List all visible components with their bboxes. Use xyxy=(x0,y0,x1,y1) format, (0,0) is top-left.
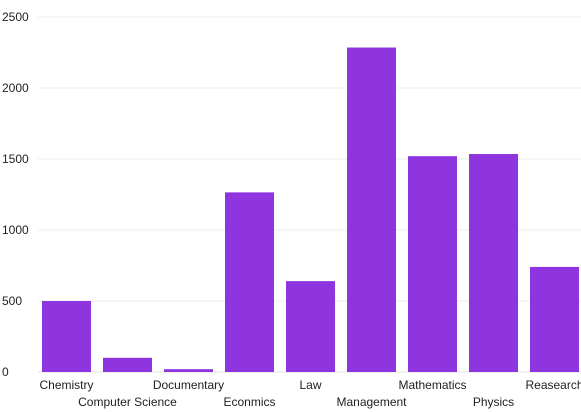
x-tick-label-econmics: Econmics xyxy=(223,395,275,409)
y-tick-label-500: 500 xyxy=(2,294,22,308)
bar-econmics xyxy=(225,192,274,372)
bar-documentary xyxy=(164,369,213,372)
bar-law xyxy=(286,281,335,372)
y-tick-label-2000: 2000 xyxy=(2,81,29,95)
y-tick-label-1000: 1000 xyxy=(2,223,29,237)
bar-physics xyxy=(469,154,518,372)
bars xyxy=(42,47,579,372)
x-tick-label-computer-science: Computer Science xyxy=(78,395,177,409)
bar-chemistry xyxy=(42,301,91,372)
bar-management xyxy=(347,47,396,372)
x-tick-label-mathematics: Mathematics xyxy=(398,378,466,392)
x-tick-label-chemistry: Chemistry xyxy=(39,378,93,392)
x-tick-label-management: Management xyxy=(336,395,407,409)
y-tick-label-2500: 2500 xyxy=(2,10,29,24)
bar-computer-science xyxy=(103,357,152,372)
x-tick-label-law: Law xyxy=(299,378,321,392)
bar-reasearch xyxy=(530,266,579,372)
x-tick-label-documentary: Documentary xyxy=(153,378,224,392)
bar-mathematics xyxy=(408,156,457,372)
y-axis-ticks: 0 500 1000 1500 2000 2500 xyxy=(2,10,29,379)
x-axis-ticks: Chemistry Computer Science Documentary Econ… xyxy=(39,378,581,409)
x-tick-label-physics: Physics xyxy=(473,395,514,409)
y-tick-label-0: 0 xyxy=(2,365,9,379)
y-tick-label-1500: 1500 xyxy=(2,152,29,166)
x-tick-label-reasearch: Reasearch xyxy=(525,378,581,392)
